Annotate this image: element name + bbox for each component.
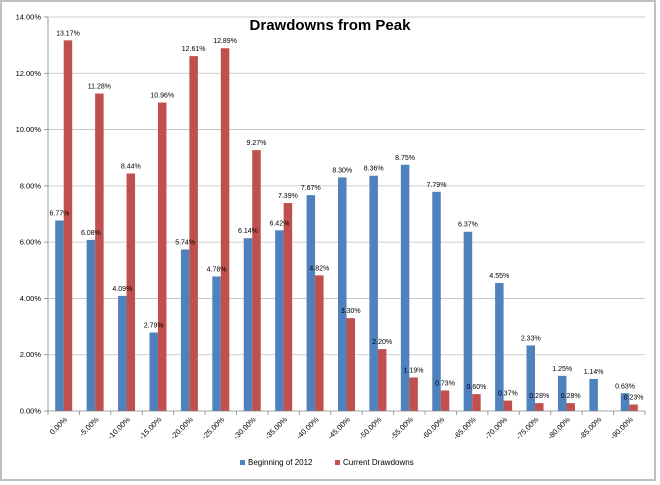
bar-current-drawdowns: [440, 390, 450, 411]
data-label-current-drawdowns: 9.27%: [247, 140, 267, 147]
y-axis: 0.00% 2.00% 4.00% 6.00% 8.00% 10.00% 12.00% 14.…: [16, 13, 49, 416]
bar-current-drawdowns: [315, 275, 324, 411]
data-label-beginning-2012: 5.74%: [175, 239, 195, 246]
y-tick-label: 0.00%: [20, 407, 42, 416]
bar-current-drawdowns: [409, 377, 418, 411]
y-tick-label: 10.00%: [16, 125, 42, 134]
bar-current-drawdowns: [503, 400, 513, 411]
data-label-current-drawdowns: 12.89%: [213, 38, 237, 45]
y-tick-label: 8.00%: [20, 181, 42, 190]
legend-swatch-beginning-2012: [240, 460, 245, 465]
bar-beginning-2012: [243, 238, 253, 411]
data-label-current-drawdowns: 13.17%: [56, 30, 80, 37]
y-tick-label: 12.00%: [16, 69, 42, 78]
y-tick-label: 4.00%: [20, 294, 42, 303]
bar-current-drawdowns: [535, 403, 544, 411]
legend-item-current-drawdowns: Current Drawdowns: [343, 458, 414, 467]
data-label-beginning-2012: 7.67%: [301, 185, 321, 192]
bar-beginning-2012: [589, 378, 598, 411]
data-label-beginning-2012: 6.14%: [238, 228, 258, 235]
bar-current-drawdowns: [283, 203, 293, 411]
bar-beginning-2012: [526, 345, 536, 411]
bar-beginning-2012: [620, 393, 630, 411]
data-label-beginning-2012: 4.78%: [207, 266, 227, 273]
data-label-current-drawdowns: 3.30%: [341, 308, 361, 315]
bar-current-drawdowns: [95, 93, 104, 411]
data-label-beginning-2012: 6.37%: [458, 222, 478, 229]
bar-beginning-2012: [463, 231, 473, 411]
data-label-current-drawdowns: 4.82%: [309, 265, 329, 272]
data-label-current-drawdowns: 1.19%: [404, 368, 424, 375]
data-label-current-drawdowns: 0.28%: [561, 393, 581, 400]
data-label-current-drawdowns: 0.60%: [467, 384, 487, 391]
data-label-beginning-2012: 7.79%: [427, 182, 447, 189]
bar-beginning-2012: [149, 332, 158, 411]
bar-beginning-2012: [432, 191, 441, 411]
bar-beginning-2012: [400, 164, 410, 411]
bar-beginning-2012: [557, 375, 567, 411]
data-label-current-drawdowns: 7.39%: [278, 193, 298, 200]
bar-beginning-2012: [180, 249, 190, 411]
bar-current-drawdowns: [220, 48, 230, 411]
bar-beginning-2012: [275, 230, 284, 411]
data-label-beginning-2012: 8.30%: [332, 167, 352, 174]
data-label-beginning-2012: 4.09%: [112, 286, 132, 293]
bar-beginning-2012: [55, 220, 64, 411]
bar-current-drawdowns: [252, 150, 261, 411]
data-label-current-drawdowns: 11.28%: [88, 84, 111, 91]
bar-current-drawdowns: [377, 349, 387, 411]
data-label-current-drawdowns: 0.28%: [529, 393, 549, 400]
data-label-beginning-2012: 0.63%: [615, 383, 635, 390]
data-label-beginning-2012: 2.33%: [521, 335, 541, 342]
bar-current-drawdowns: [157, 102, 167, 411]
bar-beginning-2012: [118, 295, 127, 411]
y-tick-label: 6.00%: [20, 238, 42, 247]
bar-beginning-2012: [495, 282, 504, 411]
bar-current-drawdowns: [63, 40, 73, 411]
chart-title: Drawdowns from Peak: [250, 17, 412, 34]
bar-beginning-2012: [306, 195, 316, 411]
legend-swatch-current-drawdowns: [335, 460, 340, 465]
y-tick-label: 14.00%: [16, 13, 42, 22]
legend: Beginning of 2012 Current Drawdowns: [240, 458, 414, 467]
data-label-current-drawdowns: 2.20%: [372, 339, 392, 346]
bar-beginning-2012: [338, 177, 347, 411]
data-label-beginning-2012: 6.08%: [81, 230, 101, 237]
data-label-beginning-2012: 8.75%: [395, 155, 415, 162]
data-label-beginning-2012: 6.42%: [269, 220, 289, 227]
data-label-beginning-2012: 2.79%: [144, 322, 164, 329]
bar-beginning-2012: [369, 175, 378, 411]
bar-current-drawdowns: [629, 404, 638, 411]
data-label-current-drawdowns: 0.73%: [435, 380, 455, 387]
legend-item-beginning-2012: Beginning of 2012: [248, 458, 313, 467]
bar-current-drawdowns: [346, 318, 355, 411]
data-label-beginning-2012: 6.77%: [50, 210, 70, 217]
data-label-current-drawdowns: 12.61%: [182, 46, 206, 53]
data-label-beginning-2012: 4.55%: [489, 273, 509, 280]
bar-current-drawdowns: [189, 56, 198, 412]
bar-current-drawdowns: [126, 173, 136, 411]
bar-beginning-2012: [212, 276, 221, 411]
data-labels: 6.77% 13.17% 6.08% 11.28% 4.09% 8.44% 2.79% 10.…: [50, 30, 644, 401]
data-label-current-drawdowns: 8.44%: [121, 163, 141, 170]
data-label-current-drawdowns: 0.23%: [624, 395, 644, 402]
data-label-current-drawdowns: 10.96%: [150, 93, 174, 100]
bars: [55, 40, 638, 412]
data-label-beginning-2012: 1.14%: [584, 369, 604, 376]
bar-beginning-2012: [86, 239, 96, 411]
chart-area: [2, 2, 654, 479]
data-label-beginning-2012: 8.36%: [364, 166, 384, 173]
bar-current-drawdowns: [566, 403, 575, 411]
y-tick-label: 2.00%: [20, 350, 42, 359]
data-label-current-drawdowns: 0.37%: [498, 391, 518, 398]
data-label-beginning-2012: 1.25%: [552, 366, 572, 373]
bar-current-drawdowns: [472, 394, 481, 411]
